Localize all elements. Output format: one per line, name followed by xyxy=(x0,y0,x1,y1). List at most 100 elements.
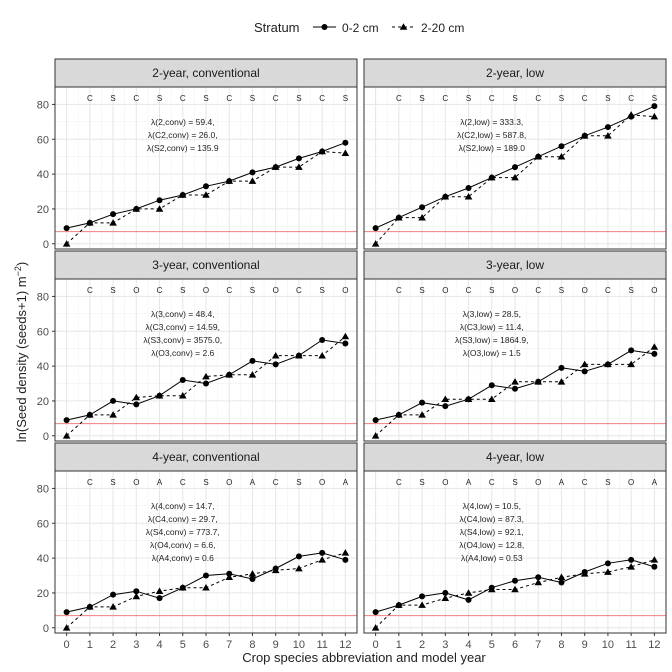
x-tick-label: 12 xyxy=(648,639,660,651)
panel-title: 2-year, conventional xyxy=(152,66,259,80)
data-point-2-20cm xyxy=(627,563,635,570)
data-point-0-2cm xyxy=(295,155,302,162)
data-point-2-20cm xyxy=(109,603,117,610)
data-point-2-20cm xyxy=(132,205,141,212)
y-tick-label: 0 xyxy=(43,623,49,635)
data-point-0-2cm xyxy=(512,164,518,171)
data-point-2-20cm xyxy=(341,149,350,156)
crop-label: A xyxy=(157,478,163,487)
y-tick-label: 80 xyxy=(37,99,49,111)
data-point-0-2cm xyxy=(512,577,518,584)
data-point-0-2cm xyxy=(512,385,518,392)
crop-label: S xyxy=(652,94,657,103)
crop-label: C xyxy=(180,94,186,103)
lambda-annotation: λ(3,conv) = 48.4, xyxy=(151,309,215,319)
data-point-0-2cm xyxy=(651,563,658,570)
crop-label: O xyxy=(442,478,448,487)
crop-label: S xyxy=(203,94,208,103)
data-point-0-2cm xyxy=(63,417,70,424)
crop-label: A xyxy=(559,478,565,487)
data-point-2-20cm xyxy=(511,585,519,593)
crop-label: C xyxy=(273,478,279,487)
data-point-2-20cm xyxy=(650,556,659,563)
x-tick-label: 11 xyxy=(316,639,327,651)
data-point-0-2cm xyxy=(342,340,349,347)
data-point-0-2cm xyxy=(372,225,379,232)
data-point-0-2cm xyxy=(179,377,186,384)
x-tick-label: 12 xyxy=(339,639,351,651)
data-point-0-2cm xyxy=(319,549,326,556)
x-tick-label: 5 xyxy=(489,639,495,651)
crop-label: S xyxy=(110,286,115,295)
crop-label: S xyxy=(419,478,424,487)
x-tick-label: 8 xyxy=(558,639,564,651)
crop-label: C xyxy=(296,286,302,295)
data-point-0-2cm xyxy=(651,103,658,110)
crop-label: S xyxy=(319,286,324,295)
crop-label: C xyxy=(628,94,634,103)
data-point-0-2cm xyxy=(110,591,117,598)
lambda-annotation: λ(A4,conv) = 0.6 xyxy=(152,553,214,563)
crop-label: O xyxy=(273,286,279,295)
data-point-0-2cm xyxy=(249,576,256,582)
data-point-2-20cm xyxy=(86,603,94,610)
x-tick-label: 11 xyxy=(625,639,636,651)
data-point-2-20cm xyxy=(650,343,659,350)
data-point-2-20cm xyxy=(62,240,71,247)
crop-label: O xyxy=(651,286,657,295)
lambda-annotation: λ(C2,conv) = 26.0, xyxy=(148,130,218,140)
panel: 3-year, low C S O C S O C S O C S Oλ(3,low) = 28.5, λ… xyxy=(363,250,667,442)
data-point-2-20cm xyxy=(534,378,543,385)
data-point-0-2cm xyxy=(535,574,542,581)
panels: 2-year, conventional C S C S C S C S C S C Sλ(2,conv… xyxy=(37,58,667,651)
y-axis-label-superscript: −2 xyxy=(13,266,23,276)
legend-marker-circle xyxy=(321,24,328,30)
data-point-0-2cm xyxy=(295,553,302,560)
data-point-2-20cm xyxy=(341,332,350,340)
data-point-0-2cm xyxy=(604,560,611,567)
panel-title: 2-year, low xyxy=(486,66,544,80)
y-tick-label: 40 xyxy=(37,553,49,565)
data-point-0-2cm xyxy=(203,183,209,190)
data-point-2-20cm xyxy=(627,111,635,118)
panel-strip xyxy=(54,442,358,472)
data-point-0-2cm xyxy=(319,336,326,343)
data-point-2-20cm xyxy=(604,132,612,139)
data-point-2-20cm xyxy=(487,585,496,593)
x-tick-label: 3 xyxy=(133,639,139,651)
data-point-2-20cm xyxy=(202,372,210,380)
y-tick-label: 40 xyxy=(37,361,49,373)
lambda-annotation: λ(C2,low) = 587.8, xyxy=(457,130,526,140)
data-point-2-20cm xyxy=(557,378,566,385)
lambda-annotation: λ(2,low) = 333.3, xyxy=(460,117,523,127)
crop-label: O xyxy=(342,286,348,295)
y-axis-label: ln(Seed density (seeds+1) m−2) xyxy=(13,262,29,442)
data-point-2-20cm xyxy=(225,371,234,378)
crop-label: C xyxy=(226,94,232,103)
panel-border xyxy=(363,86,667,250)
crop-label: S xyxy=(250,286,255,295)
panel-title: 4-year, low xyxy=(486,450,544,464)
x-tick-label: 9 xyxy=(273,639,279,651)
panel-title: 3-year, conventional xyxy=(152,258,259,272)
crop-label: S xyxy=(419,286,424,295)
x-tick-label: 6 xyxy=(203,639,209,651)
crop-label: C xyxy=(396,94,402,103)
data-point-0-2cm xyxy=(442,589,449,596)
crop-label: A xyxy=(250,478,256,487)
data-point-2-20cm xyxy=(487,395,496,402)
crop-label: C xyxy=(273,94,279,103)
panel: 4-year, low C S O A C S O A C S O Aλ(4,low) = 10.5, λ… xyxy=(363,442,667,651)
data-point-0-2cm xyxy=(558,364,565,371)
crop-label: S xyxy=(605,94,610,103)
data-point-2-20cm xyxy=(371,432,380,439)
data-point-2-20cm xyxy=(132,592,141,600)
data-point-2-20cm xyxy=(604,568,612,575)
crop-label: S xyxy=(466,94,471,103)
data-point-2-20cm xyxy=(318,556,326,563)
data-point-0-2cm xyxy=(419,399,426,406)
panel: 3-year, conventional C S O C S O C S O C S Oλ(3,conv… xyxy=(37,250,358,443)
lambda-annotation: λ(O3,conv) = 2.6 xyxy=(151,348,214,358)
data-point-0-2cm xyxy=(110,211,117,218)
data-point-0-2cm xyxy=(419,593,426,600)
